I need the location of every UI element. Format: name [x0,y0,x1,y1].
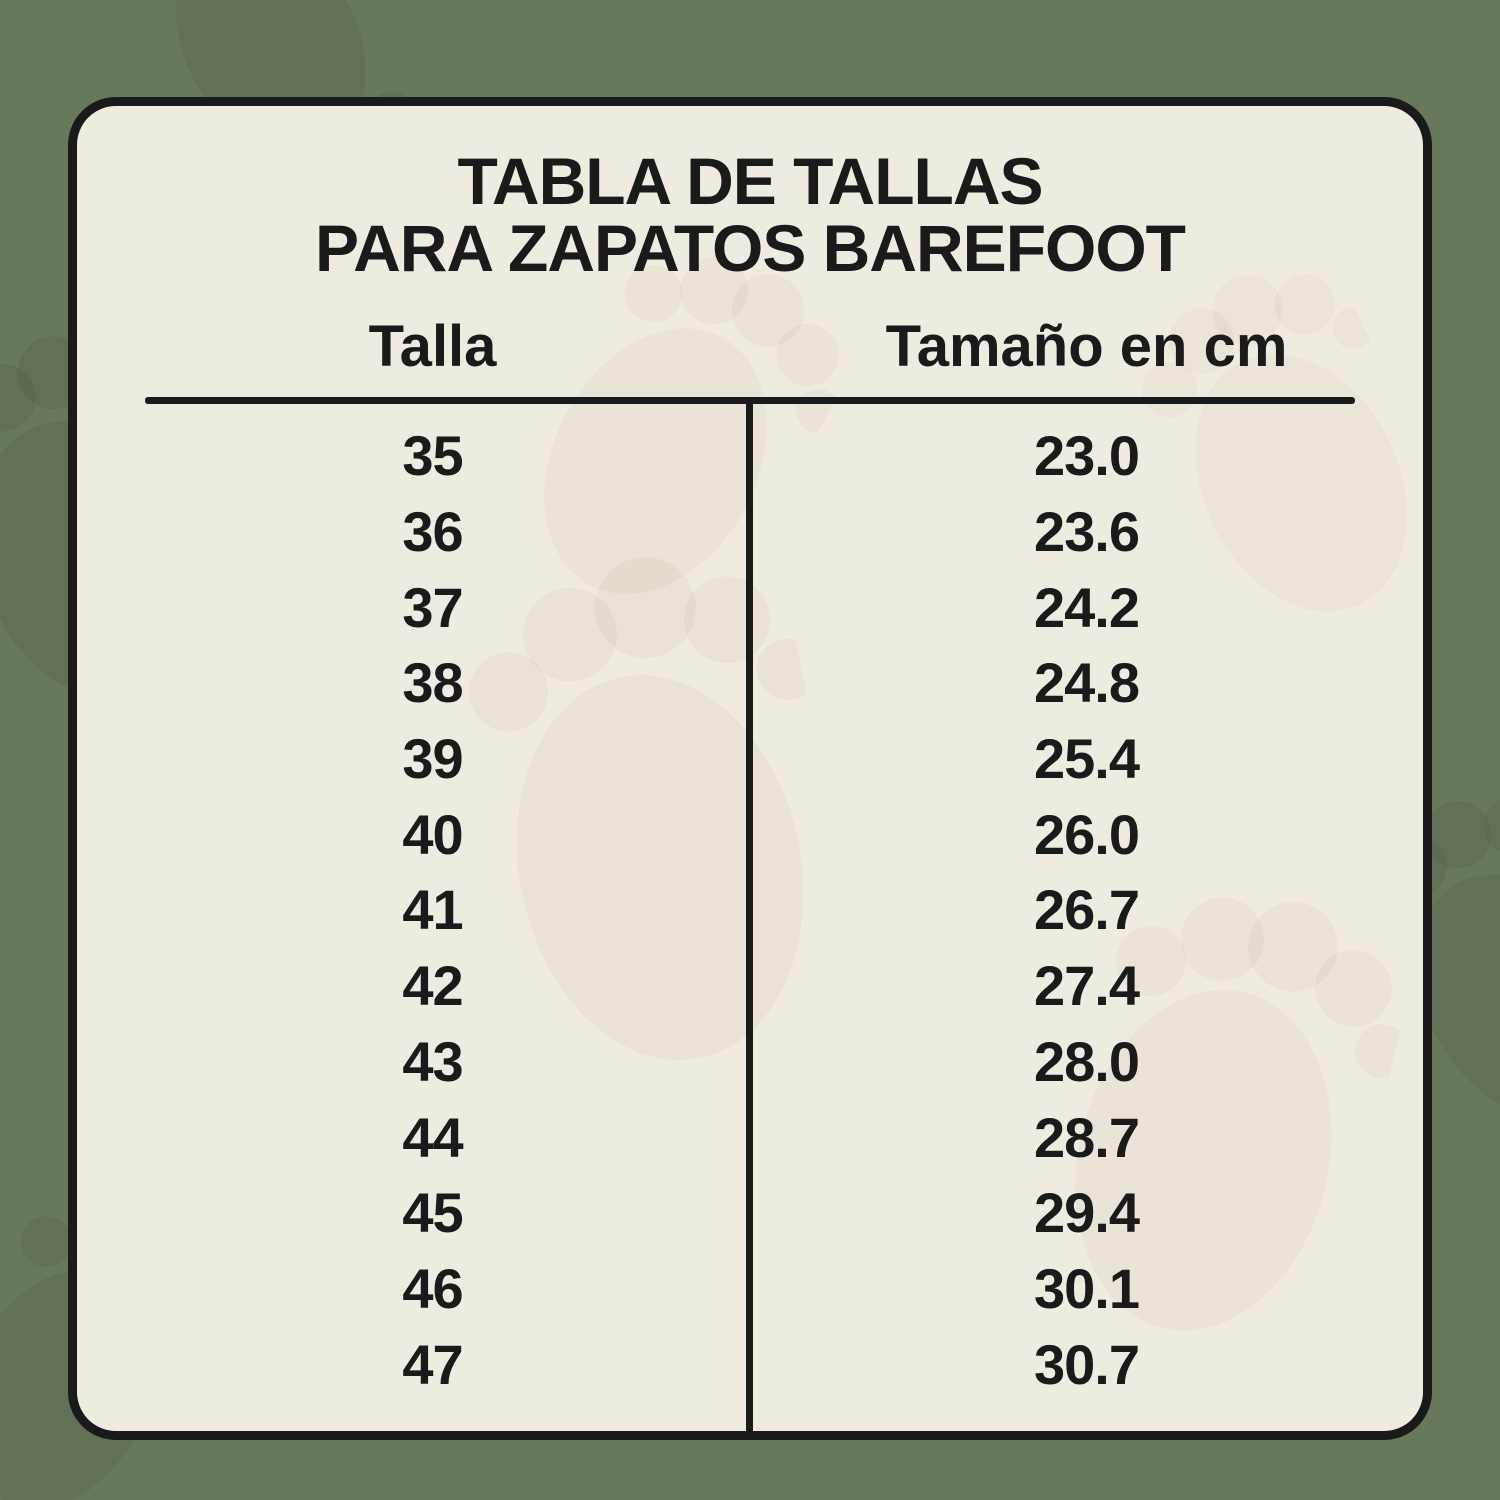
cm-cell: 29.4 [1034,1181,1140,1245]
cm-cell: 25.4 [1034,727,1140,791]
cm-cell: 28.7 [1034,1105,1140,1169]
cm-cell: 30.1 [1034,1256,1140,1320]
talla-cell: 42 [402,954,463,1018]
table-row: 36 23.6 [77,494,1423,570]
talla-cell: 43 [402,1029,463,1093]
table-row: 46 30.1 [77,1251,1423,1327]
talla-cell: 39 [402,727,463,791]
table-row: 47 30.7 [77,1326,1423,1402]
cm-cell: 24.8 [1034,651,1140,715]
size-table-body: 35 23.0 36 23.6 37 24.2 38 24.8 39 25.4 … [77,418,1423,1402]
talla-cell: 46 [402,1256,463,1320]
column-divider-line [746,397,753,1431]
title-line-1: TABLA DE TALLAS [457,144,1043,218]
cm-cell: 30.7 [1034,1332,1140,1396]
cm-cell: 23.0 [1034,424,1140,488]
column-header-tamano-cm: Tamaño en cm [885,314,1288,379]
size-chart-card: TABLA DE TALLAS PARA ZAPATOS BAREFOOT Ta… [68,97,1432,1440]
cm-cell: 28.0 [1034,1029,1140,1093]
table-row: 41 26.7 [77,872,1423,948]
table-row: 43 28.0 [77,1024,1423,1100]
talla-cell: 35 [402,424,463,488]
page-title: TABLA DE TALLAS PARA ZAPATOS BAREFOOT [77,148,1423,282]
table-row: 39 25.4 [77,721,1423,797]
cm-cell: 27.4 [1034,954,1140,1018]
talla-cell: 40 [402,802,463,866]
table-row: 37 24.2 [77,569,1423,645]
table-row: 44 28.7 [77,1099,1423,1175]
talla-cell: 47 [402,1332,463,1396]
talla-cell: 36 [402,500,463,564]
title-line-2: PARA ZAPATOS BAREFOOT [315,211,1186,285]
cm-cell: 24.2 [1034,575,1140,639]
talla-cell: 41 [402,878,463,942]
talla-cell: 37 [402,575,463,639]
talla-cell: 45 [402,1181,463,1245]
table-row: 42 27.4 [77,948,1423,1024]
talla-cell: 38 [402,651,463,715]
cm-cell: 23.6 [1034,500,1140,564]
talla-cell: 44 [402,1105,463,1169]
cm-cell: 26.7 [1034,878,1140,942]
column-header-talla: Talla [368,314,497,379]
table-row: 35 23.0 [77,418,1423,494]
table-row: 40 26.0 [77,796,1423,872]
cm-cell: 26.0 [1034,802,1140,866]
table-header-row: Talla Tamaño en cm [77,318,1423,376]
table-row: 45 29.4 [77,1175,1423,1251]
table-row: 38 24.8 [77,645,1423,721]
